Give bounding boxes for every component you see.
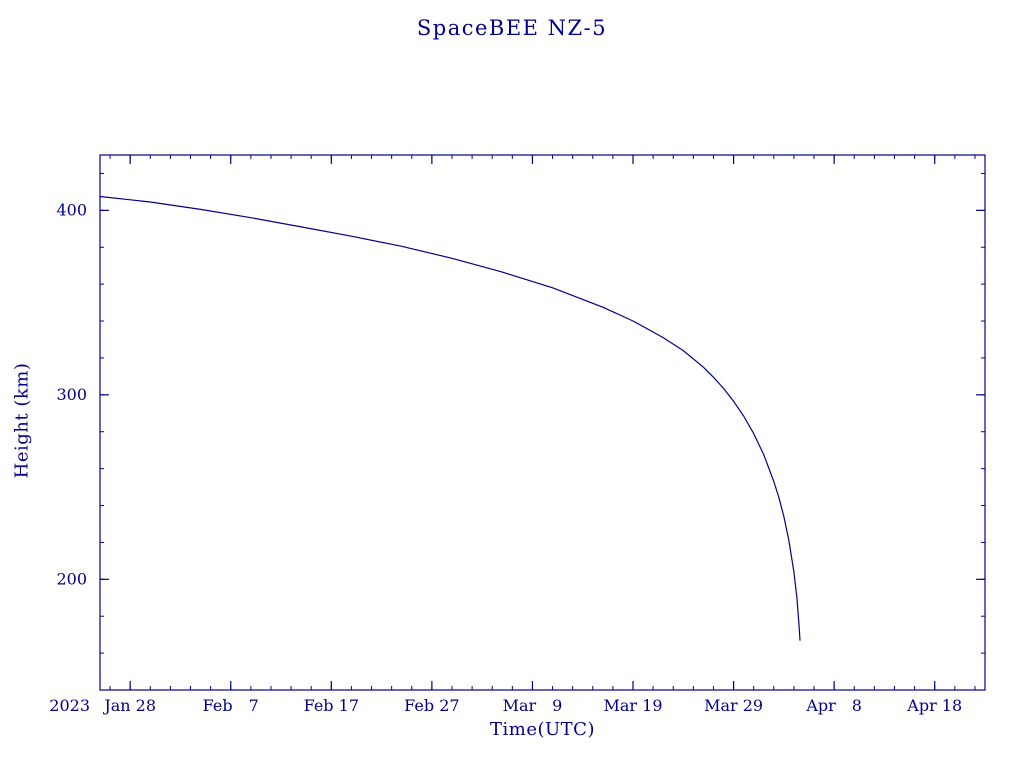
chart-title: SpaceBEE NZ-5	[416, 16, 608, 40]
y-tick-label: 200	[56, 569, 87, 588]
x-tick-label: Jan 28	[102, 696, 156, 715]
plot-border	[99, 154, 986, 691]
x-tick-label: Mar 29	[704, 696, 763, 715]
x-tick-label: Apr 8	[805, 696, 862, 715]
x-tick-label: Feb 7	[203, 696, 259, 715]
x-axis-label: Time(UTC)	[490, 719, 595, 740]
x-tick-label: Mar 19	[604, 696, 663, 715]
y-tick-label: 300	[56, 385, 87, 404]
decay-curve	[99, 195, 801, 641]
x-axis-year-label: 2023	[49, 696, 90, 715]
x-tick-label: Feb 17	[304, 696, 359, 715]
y-tick-label: 400	[56, 200, 87, 219]
x-tick-label: Feb 27	[404, 696, 459, 715]
x-tick-label: Mar 9	[503, 696, 563, 715]
x-tick-label: Apr 18	[906, 696, 962, 715]
